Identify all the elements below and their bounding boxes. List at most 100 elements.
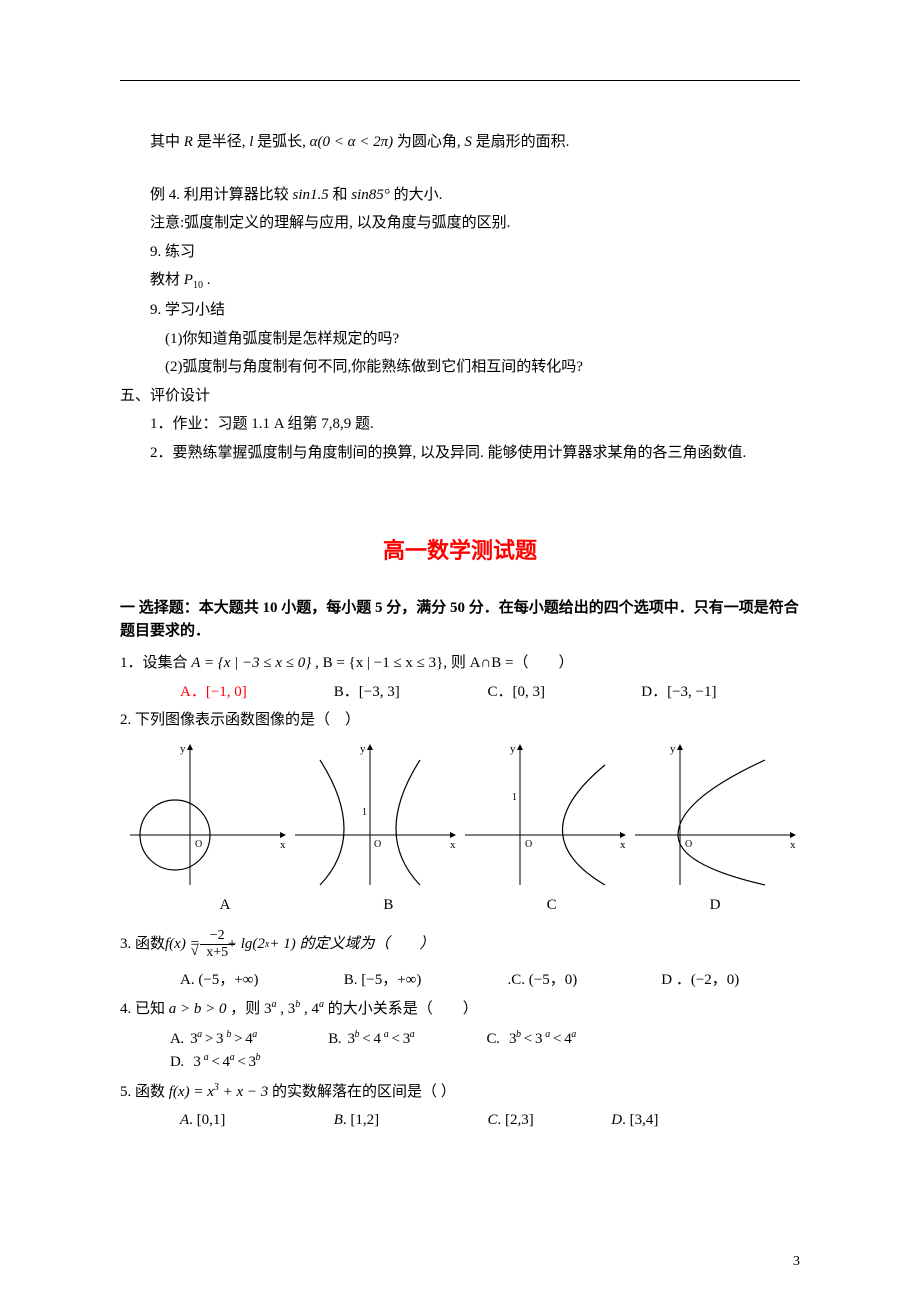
text: 和 [333,187,352,203]
practice-heading: 9. 练习 [120,241,800,264]
sup-a: a [272,999,277,1010]
summary-heading: 9. 学习小结 [120,299,800,322]
text: 其中 [150,134,184,150]
q4-option-a: A. 3a > 3 b > 4a [170,1027,325,1051]
text: 3. 函数 [120,933,165,956]
graph-d: x y O [630,740,800,890]
q1-option-d: D．[−3, −1] [641,681,791,704]
sub-10: 10 [193,280,203,291]
arc-formula-note: 其中 R 是半径, l 是弧长, α(0 < α < 2π) 为圆心角, S 是… [120,131,800,154]
text: 的大小. [394,187,443,203]
q3-option-b: B. [−5，+∞) [344,969,504,992]
var-R: R [184,134,193,150]
var-S: S [464,134,472,150]
q2-labels: A B C D [160,894,780,917]
graph-c: x y O 1 [460,740,630,890]
cond: a > b > 0 [169,1001,227,1017]
svg-text:O: O [374,839,381,850]
q1-option-b: B．[−3, 3] [334,681,484,704]
label-c: C [487,894,617,917]
summary-q2: (2)弧度制与角度制有何不同,你能熟练做到它们相互间的转化吗? [120,356,800,379]
mc-instructions: 一 选择题：本大题共 10 小题，每小题 5 分，满分 50 分．在每小题给出的… [120,597,800,642]
q5-option-b: B. [1,2] [334,1109,484,1132]
text: , 4 [304,1001,319,1017]
q3-option-c: .C. (−5，0) [508,969,658,992]
fx-q5: f(x) = x3 + x − 3 [169,1084,269,1100]
label-a: A [160,894,290,917]
q3-option-a: A. (−5，+∞) [180,969,340,992]
section-5-item2: 2．要熟练掌握弧度制与角度制间的换算, 以及异同. 能够使用计算器求某角的各三角… [120,442,800,465]
question-5: 5. 函数 f(x) = x3 + x − 3 的实数解落在的区间是（ ） [120,1080,800,1104]
q5-options: A. [0,1] B. [1,2] C. [2,3] D. [3,4] [180,1109,800,1132]
section-5-heading: 五、评价设计 [120,385,800,408]
svg-text:O: O [525,839,532,850]
q4-option-b: B. 3b < 4 a < 3a [328,1027,483,1051]
q4-option-d: D. 3 a < 4a < 3b [170,1050,325,1074]
svg-text:y: y [510,743,516,755]
text: 为圆心角, [397,134,465,150]
text: , B = {x | −1 ≤ x ≤ 3}, 则 A∩B =（ ） [315,655,573,671]
svg-text:O: O [685,839,692,850]
text: + 1) 的定义域为（ ） [269,933,434,956]
text: 例 4. 利用计算器比较 [150,187,293,203]
q1-option-c: C．[0, 3] [488,681,638,704]
q1-options: A．[−1, 0] B．[−3, 3] C．[0, 3] D．[−3, −1] [180,681,800,704]
svg-text:x: x [450,839,456,851]
sin85: sin85° [351,187,390,203]
page: 其中 R 是半径, l 是弧长, α(0 < α < 2π) 为圆心角, S 是… [0,0,920,1302]
q4-option-c: C. 3b < 3 a < 4a [487,1027,647,1051]
text: 是半径, [197,134,250,150]
var-P: P [184,272,193,288]
svg-text:x: x [790,839,796,851]
textbook-ref: 教材 P10 . [120,269,800,293]
svg-text:y: y [670,743,676,755]
sup-a2: a [319,999,324,1010]
summary-q1: (1)你知道角弧度制是怎样规定的吗? [120,328,800,351]
page-number: 3 [793,1251,800,1272]
var-l: l [249,134,253,150]
graph-a: x y O [120,740,290,890]
q4-options: A. 3a > 3 b > 4a B. 3b < 4 a < 3a C. 3b … [170,1027,800,1074]
note-line: 注意:弧度制定义的理解与应用, 以及角度与弧度的区别. [120,212,800,235]
q1-option-a: A．[−1, 0] [180,681,330,704]
text: 的实数解落在的区间是（ ） [272,1084,456,1100]
set-A: A = {x | −3 ≤ x ≤ 0} [191,655,311,671]
text: 是弧长, [257,134,310,150]
text: ，则 3 [230,1001,271,1017]
q3-options: A. (−5，+∞) B. [−5，+∞) .C. (−5，0) D ．(−2，… [180,969,800,992]
question-1: 1．设集合 A = {x | −3 ≤ x ≤ 0} , B = {x | −1… [120,652,800,675]
question-3: 3. 函数 f(x) = −2 x+5 √ + lg(2x + 1) 的定义域为… [120,926,800,963]
sin15: sin1.5 [293,187,329,203]
graph-b: x y O 1 [290,740,460,890]
header-rule [120,80,800,81]
svg-text:1: 1 [362,807,367,818]
text: 教材 [150,272,184,288]
svg-text:y: y [360,743,366,755]
text: , 3 [280,1001,295,1017]
text: . [207,272,211,288]
q3-option-d: D ．(−2，0) [661,969,791,992]
svg-text:O: O [195,839,202,850]
exam-title: 高一数学测试题 [120,534,800,567]
sqrt-sign: √ [191,940,199,963]
section-5-item1: 1．作业：习题 1.1 A 组第 7,8,9 题. [120,413,800,436]
svg-text:x: x [620,839,626,851]
question-2: 2. 下列图像表示函数图像的是（ ） [120,709,800,732]
text: 是扇形的面积. [476,134,570,150]
q2-graphs: x y O x y O 1 [120,740,800,890]
q5-option-d: D. [3,4] [611,1109,731,1132]
svg-text:y: y [180,743,186,755]
label-b: B [323,894,453,917]
svg-text:x: x [280,839,286,851]
sup-b: b [295,999,300,1010]
q5-option-a: A. [0,1] [180,1109,330,1132]
example-4: 例 4. 利用计算器比较 sin1.5 和 sin85° 的大小. [120,184,800,207]
label-d: D [650,894,780,917]
text: 1．设集合 [120,655,191,671]
alpha-range: α(0 < α < 2π) [310,134,394,150]
plus-lg: + lg(2 [227,933,265,956]
q5-option-c: C. [2,3] [488,1109,608,1132]
text: 4. 已知 [120,1001,169,1017]
text: 的大小关系是（ ） [328,1001,478,1017]
svg-text:1: 1 [512,792,517,803]
